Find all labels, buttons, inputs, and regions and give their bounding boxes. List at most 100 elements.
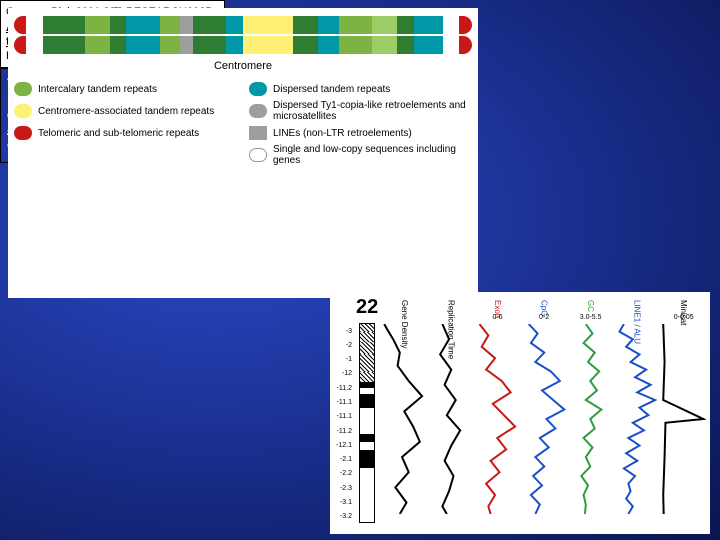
ideogram-band <box>360 458 374 468</box>
track-minisat: Minisat0-0.05 <box>661 300 706 520</box>
chromosome-segment <box>180 36 192 54</box>
chromosome-segment <box>193 16 226 34</box>
band-label: -1 <box>334 356 352 363</box>
centromere-label: Centromere <box>14 60 472 72</box>
track-line1-alu: LINE1 / ALU <box>615 300 660 520</box>
chromosome-segment <box>293 16 318 34</box>
band-label: -11.1 <box>334 413 352 420</box>
chr22-panel: -3-2-1-12-11.2-11.1-11.1-11.2-12.1-2.1-2… <box>330 292 710 534</box>
track-svg <box>429 324 474 514</box>
chromosome-segment <box>14 36 26 54</box>
chromosome-segment <box>372 36 397 54</box>
chromosome-segment <box>193 36 226 54</box>
legend-label: Intercalary tandem repeats <box>38 84 157 95</box>
band-label: -3.2 <box>334 513 352 520</box>
ideogram-band <box>360 408 374 424</box>
legend-label: Centromere-associated tandem repeats <box>38 106 214 117</box>
legend-label: LINEs (non-LTR retroelements) <box>273 128 412 139</box>
track-gc: GC 3.0-5.5 <box>568 300 613 520</box>
ideogram-band <box>360 442 374 450</box>
legend-row <box>14 144 237 166</box>
legend-label: Dispersed tandem repeats <box>273 84 390 95</box>
chromosome-segment <box>459 16 471 34</box>
chr22-number: 22 <box>356 296 378 319</box>
ideogram-band <box>360 450 374 458</box>
band-label: -11.2 <box>334 385 352 392</box>
legend-icon <box>14 104 32 118</box>
ideogram-band <box>360 324 374 332</box>
legend-row: Dispersed Ty1-copia-like retroelements a… <box>249 100 472 122</box>
chromosome-segment <box>243 16 293 34</box>
ideogram-band <box>360 332 374 342</box>
ideogram-band <box>360 342 374 354</box>
chromosome-segment <box>318 36 339 54</box>
chromosome-segment <box>459 36 471 54</box>
chromosome-segment <box>372 16 397 34</box>
band-label: -3 <box>334 328 352 335</box>
chr22-ideogram-column: 22 <box>356 296 378 530</box>
chromosome-segment <box>26 36 43 54</box>
chr22-tracks: Gene DensityReplication TimeExon0-6CpG0-… <box>382 300 706 530</box>
band-label: -11.1 <box>334 399 352 406</box>
chr22-ideogram <box>359 323 375 523</box>
band-label: -2.3 <box>334 485 352 492</box>
chromosome-segment <box>293 36 318 54</box>
chromosome-segment <box>110 36 127 54</box>
band-label: -3.1 <box>334 499 352 506</box>
ideogram-band <box>360 372 374 382</box>
legend-icon <box>249 148 267 162</box>
chromosome-segment <box>226 16 243 34</box>
chromosome-segment <box>43 36 85 54</box>
chromosome-segment <box>414 16 443 34</box>
legend-icon <box>249 82 267 96</box>
legend-label: Dispersed Ty1-copia-like retroelements a… <box>273 100 472 122</box>
track-svg <box>382 324 427 514</box>
legend-icon <box>14 148 32 162</box>
legend-row: Intercalary tandem repeats <box>14 82 237 96</box>
track-svg <box>568 324 613 514</box>
band-label: -2.2 <box>334 470 352 477</box>
chromosome-segment <box>226 36 243 54</box>
chromosome-segment <box>85 16 110 34</box>
chromosome-diagram-panel: Centromere Intercalary tandem repeats Dis… <box>8 8 478 298</box>
legend-row: Single and low-copy sequences including … <box>249 144 472 166</box>
chromosome-segment <box>85 36 110 54</box>
track-svg <box>475 324 520 514</box>
chromosome-segment <box>414 36 443 54</box>
chromosome-segment <box>397 36 414 54</box>
chromosome-segment <box>126 36 159 54</box>
chromosome-segment <box>160 16 181 34</box>
legend-row: Centromere-associated tandem repeats <box>14 100 237 122</box>
chromosome-segment <box>26 16 43 34</box>
track-scale: 0-0.05 <box>661 314 706 321</box>
legend-icon <box>249 126 267 140</box>
track-scale: 0-6 <box>475 314 520 321</box>
legend-label: Single and low-copy sequences including … <box>273 144 472 166</box>
track-label: Minisat <box>679 300 688 325</box>
ideogram-band <box>360 468 374 476</box>
track-scale: 3.0-5.5 <box>568 314 613 321</box>
ideogram-band <box>360 394 374 408</box>
band-label: -12.1 <box>334 442 352 449</box>
chromosome-segment <box>14 16 26 34</box>
chromosome-segment <box>339 16 372 34</box>
chromosome-segment <box>243 36 293 54</box>
chromosome-segment <box>43 16 85 34</box>
band-label: -12 <box>334 370 352 377</box>
band-label: -2.1 <box>334 456 352 463</box>
chromosome-bar <box>14 36 472 54</box>
legend-row: Dispersed tandem repeats <box>249 82 472 96</box>
ideogram-band <box>360 354 374 372</box>
chromosome-segment <box>397 16 414 34</box>
track-label: GC <box>586 300 595 312</box>
chromosome-segment <box>443 36 460 54</box>
chromosome-bar <box>14 16 472 34</box>
chromosome-segment <box>110 16 127 34</box>
track-gene-density: Gene Density <box>382 300 427 520</box>
legend-icon <box>249 104 267 118</box>
track-svg <box>522 324 567 514</box>
legend-row: LINEs (non-LTR retroelements) <box>249 126 472 140</box>
legend-row: Telomeric and sub-telomeric repeats <box>14 126 237 140</box>
chromosome-segment <box>180 16 192 34</box>
track-exon: Exon0-6 <box>475 300 520 520</box>
